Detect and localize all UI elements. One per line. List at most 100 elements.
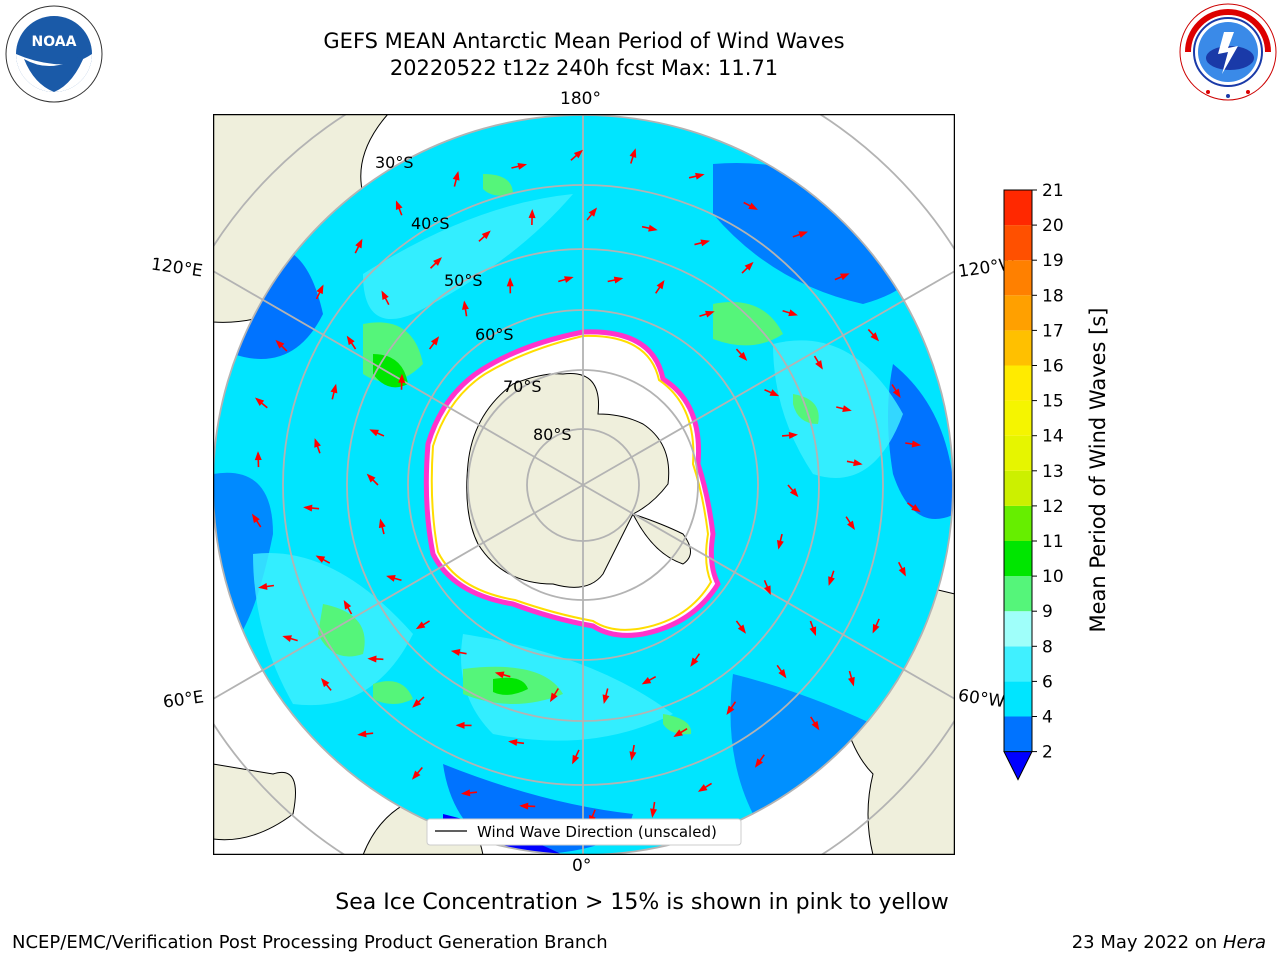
colorbar-tick-label: 15 — [1042, 392, 1064, 412]
colorbar: 2 4 6 8 9 10 11 12 13 14 15 16 17 18 19 20 21 — [1003, 181, 1064, 781]
colorbar-tick-label: 21 — [1042, 181, 1064, 201]
wind-arrow-head — [481, 230, 491, 240]
wind-arrow-head — [549, 692, 558, 703]
colorbar-tick-label: 12 — [1042, 497, 1064, 517]
wind-arrow-head — [656, 279, 665, 290]
wind-arrow-head — [788, 309, 798, 317]
colorbar-tick-label: 14 — [1042, 427, 1064, 447]
wind-arrow-head — [870, 332, 880, 342]
wind-arrow-head — [629, 148, 637, 158]
wind-arrow-head — [898, 566, 906, 577]
map-legend: Wind Wave Direction (unscaled) — [426, 818, 742, 846]
lon-label-0: 0° — [572, 856, 592, 876]
wind-arrow-head — [777, 540, 784, 550]
colorbar-tick-label: 13 — [1042, 462, 1064, 482]
wind-arrow-head — [737, 624, 746, 634]
colorbar-tick-label: 18 — [1042, 286, 1064, 306]
wind-arrow-head — [738, 351, 748, 361]
wind-arrow-head — [528, 208, 536, 219]
wind-arrow-head — [700, 239, 710, 247]
wind-arrow-head — [415, 621, 426, 630]
wind-arrow-head — [258, 582, 268, 590]
wind-arrow-head — [320, 677, 330, 688]
colorbar-tick-label: 11 — [1042, 532, 1064, 552]
colorbar-bin — [1004, 681, 1032, 717]
wind-arrow-head — [911, 504, 921, 513]
colorbar-bin — [1004, 225, 1032, 261]
wind-arrow-head — [508, 738, 518, 746]
sea-ice-note: Sea Ice Concentration > 15% is shown in … — [335, 890, 949, 915]
wind-arrow-head — [355, 238, 363, 249]
colorbar-bin — [1004, 330, 1032, 366]
wind-arrow-head — [282, 635, 292, 642]
wind-arrow-head — [911, 440, 922, 448]
wind-arrow-head — [254, 451, 262, 461]
wind-arrow-head — [411, 770, 421, 780]
wind-arrow-head — [848, 676, 855, 687]
colorbar-tick-label: 16 — [1042, 357, 1064, 377]
wind-arrow-head — [815, 360, 823, 370]
colorbar-bin — [1004, 260, 1032, 296]
wind-arrow-head — [842, 405, 852, 413]
colorbar-bin — [1004, 470, 1032, 506]
wind-arrow-head — [613, 276, 624, 284]
nws-logo-icon — [1179, 3, 1277, 101]
colorbar-tick-label: 4 — [1042, 708, 1053, 728]
lon-label-60e: 60°E — [161, 687, 206, 713]
lat-label-50s: 50°S — [444, 271, 483, 290]
wind-arrow-head — [430, 336, 440, 346]
wind-arrow-head — [519, 802, 529, 810]
lon-label-180: 180° — [560, 89, 601, 109]
colorbar-tick-label: 20 — [1042, 216, 1064, 236]
wind-arrow-head — [690, 657, 699, 667]
wind-arrow-head — [517, 162, 528, 170]
wind-arrow-head — [588, 207, 597, 217]
wind-arrow-head — [744, 261, 754, 271]
colorbar-bin — [1004, 505, 1032, 541]
colorbar-label: Mean Period of Wind Waves [s] — [1086, 307, 1110, 633]
credit-date: 23 May 2022 on — [1071, 932, 1223, 953]
colorbar-bin — [1004, 190, 1032, 226]
wind-arrow-head — [764, 585, 771, 595]
lat-label-70s: 70°S — [503, 377, 542, 396]
colorbar-tick-label: 2 — [1042, 743, 1053, 763]
lat-label-60s: 60°S — [475, 325, 514, 344]
wind-arrow-head — [650, 808, 657, 818]
noaa-logo-icon: NOAA — [5, 5, 103, 103]
wind-arrow-head — [506, 277, 514, 287]
wind-arrow-head — [641, 677, 652, 685]
wind-arrow-head — [275, 339, 285, 349]
wind-arrow-head — [872, 623, 880, 634]
wind-direction-arrows — [251, 148, 922, 825]
wind-arrow-head — [386, 574, 396, 582]
wind-arrow-head — [398, 373, 406, 383]
wind-arrow-head — [251, 513, 260, 524]
wind-arrow-head — [412, 699, 422, 708]
wind-arrow-head — [847, 520, 855, 531]
wind-arrow-head — [395, 200, 403, 210]
wind-arrow-head — [673, 729, 683, 738]
colorbar-tick-label: 6 — [1042, 672, 1053, 692]
wind-arrow-head — [303, 504, 313, 512]
wind-arrow-head — [892, 388, 901, 399]
colorbar-bin — [1004, 646, 1032, 682]
colorbar-bin — [1004, 541, 1032, 577]
credit-left: NCEP/EMC/Verification Post Processing Pr… — [12, 932, 608, 953]
colorbar-bin — [1004, 435, 1032, 471]
colorbar-bin — [1004, 716, 1032, 752]
wind-arrow-head — [367, 655, 377, 663]
wind-arrow-head — [461, 789, 471, 797]
wind-arrow-head — [343, 600, 352, 610]
wind-arrow-head — [369, 429, 379, 437]
wind-arrow-head — [789, 488, 799, 498]
antarctica-land — [466, 373, 670, 588]
wind-arrow-head — [602, 694, 610, 705]
credit-host: Hera — [1222, 932, 1266, 953]
wind-arrow-head — [573, 149, 583, 159]
wind-arrow-head — [748, 202, 758, 210]
wind-arrow-head — [629, 751, 637, 761]
wind-arrow-head — [381, 290, 389, 301]
wind-arrow-head — [798, 231, 809, 238]
polar-map: 30°S 40°S 50°S 60°S 70°S 80°S Wind Wave … — [213, 114, 955, 855]
wind-arrow-head — [450, 649, 461, 656]
